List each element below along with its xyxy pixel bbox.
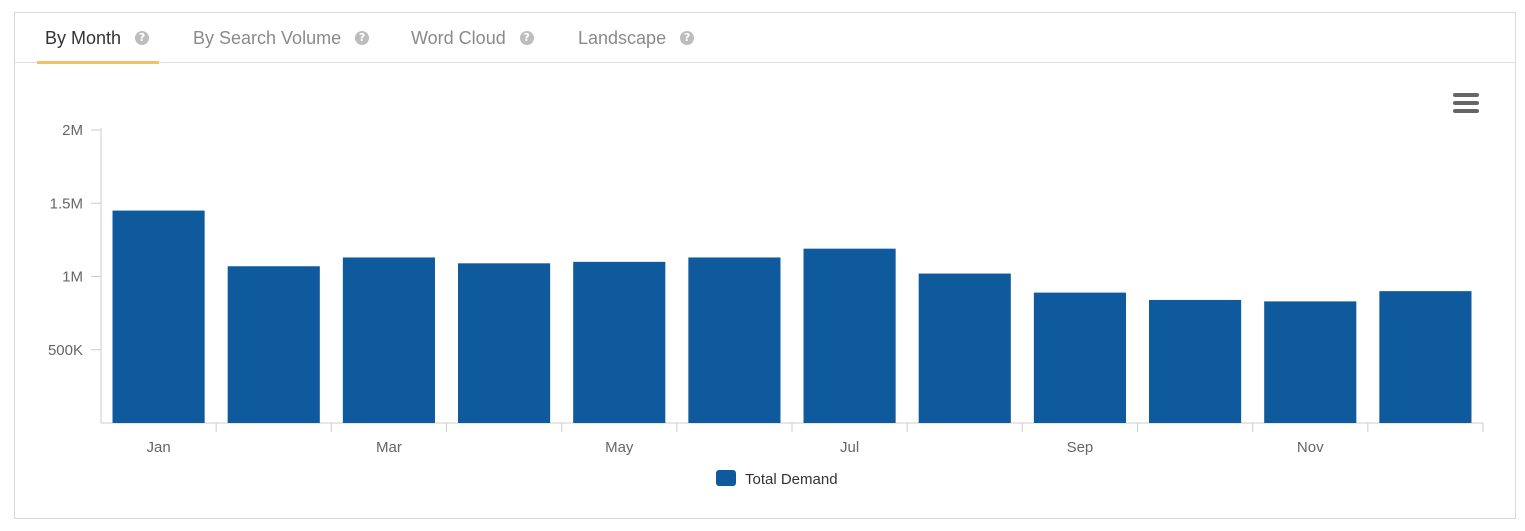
- bar[interactable]: [227, 266, 320, 423]
- hamburger-menu-icon[interactable]: [1453, 93, 1479, 113]
- x-tick-label: Sep: [1067, 439, 1094, 456]
- legend-label[interactable]: Total Demand: [745, 471, 838, 488]
- tab-label: By Month: [45, 27, 122, 48]
- chart-panel: By Month ? By Search Volume ? Word Cloud…: [14, 12, 1516, 519]
- bar[interactable]: [1379, 291, 1472, 423]
- help-icon[interactable]: ?: [519, 31, 534, 45]
- bar[interactable]: [573, 261, 666, 423]
- tab-label: Word Cloud: [411, 27, 506, 48]
- bar[interactable]: [803, 248, 896, 423]
- x-tick-label: May: [605, 439, 634, 456]
- help-icon[interactable]: ?: [355, 31, 370, 45]
- x-tick-label: Nov: [1297, 439, 1324, 456]
- help-icon[interactable]: ?: [135, 31, 150, 45]
- x-tick-label: Jan: [146, 439, 170, 456]
- help-icon[interactable]: ?: [680, 31, 695, 45]
- tab-label: Landscape: [578, 27, 667, 48]
- x-tick-label: Jul: [840, 439, 859, 456]
- bar[interactable]: [1033, 292, 1126, 423]
- y-tick-label: 1.5M: [50, 195, 83, 212]
- bar[interactable]: [458, 263, 551, 423]
- tab-label: By Search Volume: [193, 27, 342, 48]
- active-tab-underline: [37, 61, 160, 64]
- tab-word-cloud[interactable]: Word Cloud ?: [411, 13, 534, 63]
- y-tick-label: 2M: [62, 122, 83, 139]
- x-tick-label: Mar: [376, 439, 402, 456]
- bar[interactable]: [1264, 301, 1357, 423]
- bar[interactable]: [342, 257, 435, 423]
- tab-landscape[interactable]: Landscape ?: [578, 13, 695, 63]
- tab-by-search-volume[interactable]: By Search Volume ?: [193, 13, 370, 63]
- y-tick-label: 1M: [62, 269, 83, 286]
- bar[interactable]: [1149, 299, 1242, 423]
- tab-by-month[interactable]: By Month ?: [37, 13, 160, 64]
- bar[interactable]: [112, 210, 205, 423]
- legend-swatch[interactable]: [716, 470, 736, 486]
- y-tick-label: 500K: [48, 342, 83, 359]
- bar[interactable]: [918, 273, 1011, 423]
- bar-chart: 500K 1M 1.5M 2M Jan Mar May Jul Sep Nov Total Dema…: [48, 122, 1484, 488]
- tab-bar: By Month ? By Search Volume ? Word Cloud…: [15, 13, 1515, 64]
- bar[interactable]: [688, 257, 781, 423]
